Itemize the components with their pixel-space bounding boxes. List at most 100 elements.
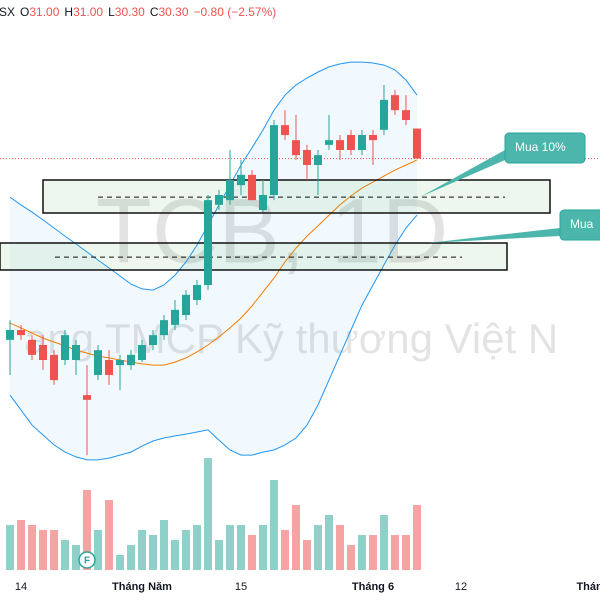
volume-bar — [280, 530, 289, 570]
volume-bar — [236, 525, 245, 570]
candle-body — [291, 140, 300, 156]
candle-body — [412, 128, 421, 159]
candle-body — [313, 155, 322, 165]
x-tick-label: Tháng Năm — [112, 581, 172, 593]
volume-bar — [61, 540, 70, 570]
legend-symbol: SX — [0, 5, 15, 19]
volume-bar — [225, 525, 234, 570]
callout-label: Mua 10% — [515, 140, 566, 154]
volume-bar — [137, 530, 146, 570]
candle-body — [401, 110, 410, 120]
legend-header: SX O31.00 H31.00 L30.30 C30.30 −0.80 (−2.57%) — [0, 5, 276, 19]
volume-bar — [126, 545, 135, 570]
candle-body — [302, 150, 311, 165]
volume-bar — [203, 458, 212, 570]
candle-body — [148, 335, 157, 345]
volume-bar — [357, 535, 366, 570]
event-label: F — [84, 556, 90, 567]
candle-body — [214, 195, 223, 205]
candle-body — [126, 354, 135, 366]
candle-body — [357, 135, 366, 150]
band-lower — [9, 214, 418, 461]
candle-body — [61, 335, 70, 360]
volume-bar — [148, 535, 157, 570]
volume-bar — [412, 505, 421, 570]
volume-bar — [105, 500, 114, 570]
x-tick-label: 14 — [15, 581, 27, 593]
band-upper — [9, 61, 418, 291]
zone-box — [42, 179, 551, 214]
legend-value: 31.00 — [29, 5, 59, 19]
volume-bar — [258, 525, 267, 570]
volume-bar — [335, 525, 344, 570]
volume-bar — [181, 530, 190, 570]
candle-body — [236, 174, 245, 186]
candle-body — [192, 285, 201, 300]
candle-body — [280, 125, 289, 135]
candle-body — [225, 180, 234, 201]
volume-bar — [39, 530, 48, 570]
candle-body — [346, 135, 355, 150]
candle-body — [203, 200, 212, 285]
legend-change: −0.80 (−2.57%) — [194, 5, 277, 19]
volume-bar — [313, 525, 322, 570]
candle-body — [17, 330, 26, 336]
legend-key: O — [20, 5, 29, 19]
callout-box — [504, 132, 586, 164]
volume-bar — [291, 505, 300, 570]
volume-bar — [192, 525, 201, 570]
volume-bar — [368, 535, 377, 570]
callout-box — [559, 209, 600, 241]
legend-key: L — [108, 5, 115, 19]
candle-body — [137, 345, 146, 360]
volume-bar — [302, 540, 311, 570]
volume-bar — [269, 480, 278, 570]
candle-body — [324, 140, 333, 145]
volume-bar — [83, 490, 92, 570]
x-tick-label: 15 — [235, 581, 247, 593]
candle-body — [181, 294, 190, 315]
volume-bar — [170, 540, 179, 570]
candle-body — [258, 195, 267, 210]
candle-body — [159, 320, 168, 336]
volume-bar — [28, 525, 37, 570]
volume-bar — [214, 540, 223, 570]
x-tick-label: 12 — [455, 581, 467, 593]
legend-value: 30.30 — [115, 5, 145, 19]
volume-bar — [17, 520, 26, 570]
legend-value: 30.30 — [158, 5, 188, 19]
candle-body — [269, 125, 278, 195]
x-tick-label: Tháng — [576, 581, 600, 593]
candle-body — [116, 360, 124, 366]
candle-body — [368, 135, 377, 141]
candle-body — [170, 309, 179, 325]
volume-bar — [6, 525, 15, 570]
candle-body — [379, 99, 388, 130]
volume-bar — [159, 520, 168, 570]
candle-body — [247, 174, 256, 201]
volume-bar — [50, 530, 59, 570]
volume-bar — [247, 535, 256, 570]
candle-body — [39, 345, 48, 360]
watermark-subtitle: ang TMCP Kỹ thương Việt N — [24, 315, 558, 362]
volume-bar — [379, 515, 388, 570]
legend-key: H — [64, 5, 73, 19]
candle-body — [83, 395, 92, 400]
zone-box — [0, 242, 508, 271]
candle-body — [28, 339, 37, 355]
event-marker — [78, 551, 96, 569]
callout-pointer — [420, 150, 505, 197]
candle-body — [94, 350, 103, 375]
candle-body — [105, 360, 114, 375]
candle-body — [335, 140, 344, 150]
volume-bar — [401, 535, 410, 570]
candle-body — [390, 95, 399, 111]
candle-body — [72, 345, 81, 360]
candle-body — [6, 330, 15, 340]
legend-key: C — [150, 5, 159, 19]
volume-bar — [390, 535, 399, 570]
candle-body — [50, 354, 59, 381]
volume-bar — [346, 545, 355, 570]
volume-bar — [324, 515, 333, 570]
